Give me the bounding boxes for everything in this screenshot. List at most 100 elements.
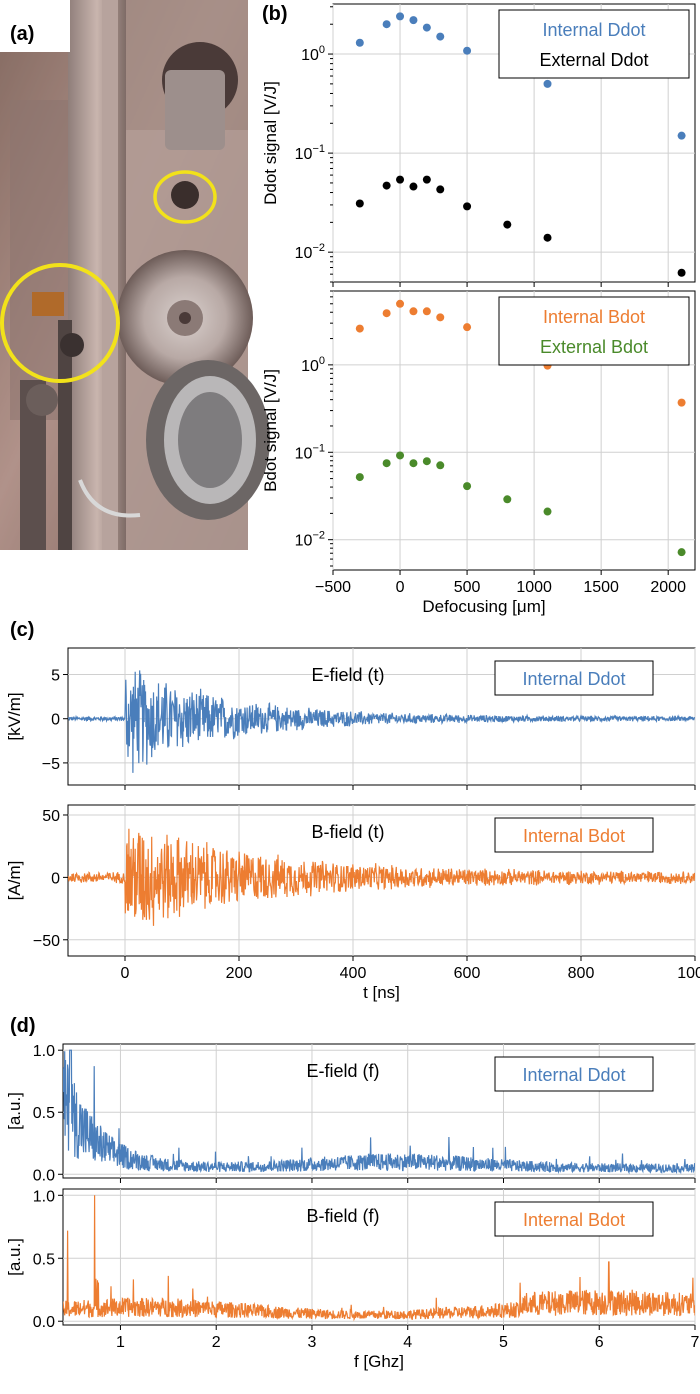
x-tick-label: 800 <box>568 965 595 982</box>
plot-marks <box>63 1195 695 1322</box>
legend-entry: Internal Ddot <box>542 20 645 40</box>
chart-c-top <box>63 647 696 790</box>
y-tick-label: 0.5 <box>33 1251 55 1268</box>
data-point <box>436 461 445 470</box>
x-axis-label: f [Ghz] <box>354 1352 404 1371</box>
data-point <box>382 309 391 318</box>
x-tick-label: 400 <box>340 965 367 982</box>
x-tick-label: 200 <box>226 965 253 982</box>
chart-d-top <box>58 1043 696 1183</box>
data-point <box>409 459 418 468</box>
data-point <box>382 20 391 29</box>
data-point <box>543 507 552 516</box>
data-point <box>355 473 364 482</box>
data-point <box>463 46 472 55</box>
x-tick-label: 2000 <box>650 579 686 596</box>
x-tick-label: 1000 <box>516 579 552 596</box>
legend-entry: External Ddot <box>539 50 648 70</box>
legend-box <box>494 660 654 696</box>
x-axis-label: Defocusing [μm] <box>422 597 545 616</box>
data-point <box>355 324 364 333</box>
y-tick-label: 0.0 <box>33 1167 55 1184</box>
x-tick-label: 1500 <box>583 579 619 596</box>
legend-box <box>498 296 690 366</box>
photo-panel: (a) <box>0 0 270 550</box>
data-point <box>503 220 512 229</box>
legend-box <box>494 817 654 853</box>
x-tick-label: 2 <box>212 1334 221 1351</box>
x-tick-label: 1 <box>116 1334 125 1351</box>
x-tick-label: 7 <box>691 1334 700 1351</box>
y-tick-label: 0.5 <box>33 1105 55 1122</box>
plot-marks <box>68 670 695 773</box>
legend-box <box>494 1056 654 1092</box>
y-tick-label: −5 <box>42 756 60 773</box>
data-point <box>436 32 445 41</box>
data-point <box>677 268 686 277</box>
y-tick-label: 0 <box>51 712 60 729</box>
panel-annotation: E-field (t) <box>311 665 384 685</box>
legend-entry: Internal Bdot <box>543 307 645 327</box>
highlight-circle-icon <box>153 170 217 224</box>
y-axis-label: [a.u.] <box>5 1238 24 1276</box>
x-tick-label: 4 <box>403 1334 412 1351</box>
y-axis-label: Bdot signal [V/J] <box>261 369 280 492</box>
data-point <box>463 202 472 211</box>
y-tick-label: −50 <box>33 933 60 950</box>
y-tick-label: 50 <box>42 808 60 825</box>
data-point <box>409 16 418 25</box>
data-point <box>355 38 364 47</box>
panel-label-d: (d) <box>10 1015 36 1037</box>
panel-annotation: B-field (t) <box>311 822 384 842</box>
data-point <box>463 323 472 332</box>
legend-entry: Internal Ddot <box>522 1065 625 1085</box>
y-tick-label: 100 <box>301 44 325 64</box>
data-point <box>409 182 418 191</box>
data-point <box>436 185 445 194</box>
series-line <box>68 670 695 773</box>
panel-label-b: (b) <box>262 3 288 25</box>
legend-box <box>494 1201 654 1237</box>
x-tick-label: 3 <box>308 1334 317 1351</box>
x-tick-label: 500 <box>454 579 481 596</box>
x-tick-label: 0 <box>121 965 130 982</box>
data-point <box>396 299 405 308</box>
legend-entry: External Bdot <box>540 337 648 357</box>
legend-entry: Internal Bdot <box>523 826 625 846</box>
chart-b-bottom <box>328 290 696 575</box>
data-point <box>422 457 431 466</box>
chart-b-top <box>328 3 696 287</box>
panel-annotation: B-field (f) <box>306 1206 379 1226</box>
data-point <box>463 482 472 491</box>
x-tick-label: 5 <box>499 1334 508 1351</box>
panel-label-c: (c) <box>10 619 34 641</box>
y-tick-label: 10−2 <box>295 242 325 262</box>
y-tick-label: 100 <box>301 355 325 375</box>
chart-d-bottom <box>58 1188 696 1330</box>
x-tick-label: 6 <box>595 1334 604 1351</box>
plot-marks <box>63 1049 695 1175</box>
panel-label-a: (a) <box>10 23 34 45</box>
x-tick-label: 600 <box>454 965 481 982</box>
x-tick-label: −500 <box>315 579 351 596</box>
x-tick-label: 1000 <box>677 965 700 982</box>
y-tick-label: 0 <box>51 870 60 887</box>
series-line <box>63 1049 695 1175</box>
y-axis-label: [kV/m] <box>5 692 24 740</box>
data-point <box>677 548 686 557</box>
y-axis-label: [A/m] <box>5 861 24 901</box>
data-point <box>436 313 445 322</box>
data-point <box>543 79 552 88</box>
data-point <box>422 23 431 32</box>
y-tick-label: 5 <box>51 668 60 685</box>
data-point <box>396 451 405 460</box>
panel-annotation: E-field (f) <box>306 1061 379 1081</box>
data-point <box>355 199 364 208</box>
x-tick-label: 0 <box>396 579 405 596</box>
data-point <box>677 131 686 140</box>
data-point <box>503 495 512 504</box>
series-line <box>68 828 695 926</box>
data-point <box>382 459 391 468</box>
